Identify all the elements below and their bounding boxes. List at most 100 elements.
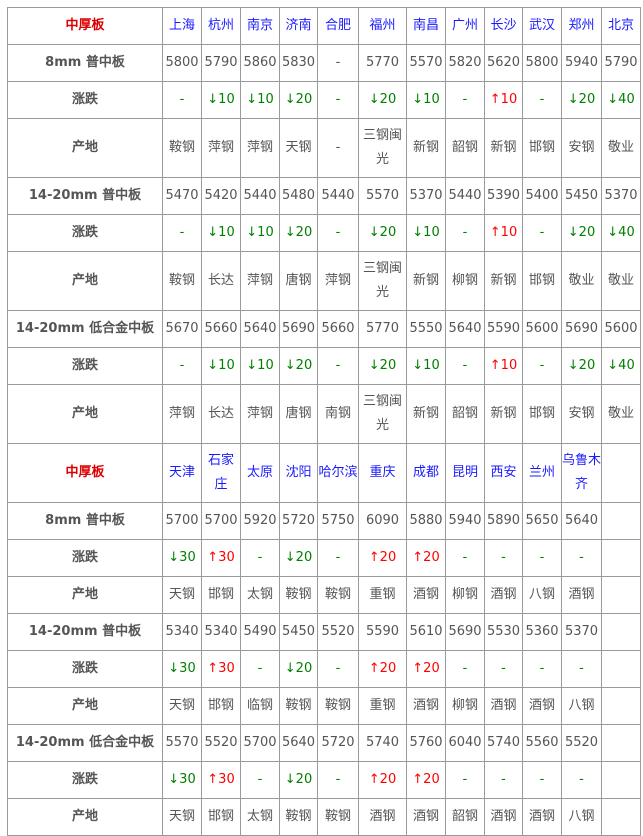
change-cell: ↓20 bbox=[358, 214, 407, 252]
origin-cell: 酒钢 bbox=[522, 798, 562, 836]
origin-cell: 酒钢 bbox=[484, 798, 523, 836]
origin-cell: 韶钢 bbox=[445, 118, 485, 178]
origin-cell: 萍钢 bbox=[162, 384, 202, 444]
change-cell: ↓40 bbox=[601, 214, 641, 252]
change-label: 涨跌 bbox=[7, 761, 163, 799]
price-cell: 5890 bbox=[484, 502, 523, 540]
change-cell: ↓10 bbox=[406, 347, 446, 385]
price-cell: 5440 bbox=[317, 177, 359, 215]
change-label: 涨跌 bbox=[7, 81, 163, 119]
change-cell: ↓20 bbox=[561, 81, 602, 119]
origin-cell: 鞍钢 bbox=[317, 576, 359, 614]
price-cell: 5660 bbox=[317, 310, 359, 348]
origin-row: 产地 天钢 邯钢 太钢 鞍钢 鞍钢 重钢 酒钢 柳钢 酒钢 八钢 酒钢 bbox=[7, 576, 641, 614]
price-cell bbox=[601, 613, 641, 651]
origin-cell: - bbox=[317, 118, 359, 178]
change-cell: - bbox=[317, 214, 359, 252]
city-name: 乌鲁木齐 bbox=[561, 443, 602, 503]
change-cell: ↓30 bbox=[162, 539, 202, 577]
price-cell: 5860 bbox=[240, 44, 280, 82]
origin-cell: 天钢 bbox=[162, 798, 202, 836]
price-cell: 5520 bbox=[317, 613, 359, 651]
change-cell: - bbox=[561, 650, 602, 688]
change-cell: ↑30 bbox=[201, 539, 241, 577]
price-cell: 5740 bbox=[484, 724, 523, 762]
origin-cell: 新钢 bbox=[406, 251, 446, 311]
price-cell: 5590 bbox=[358, 613, 407, 651]
change-cell: - bbox=[240, 761, 280, 799]
origin-cell: 酒钢 bbox=[358, 798, 407, 836]
price-row: 14-20mm 低合金中板 5670 5660 5640 5690 5660 5770 555… bbox=[7, 310, 641, 348]
change-row: 涨跌 ↓30 ↑30- ↓20- ↑20 ↑20- - - - bbox=[7, 650, 641, 688]
origin-cell: 三钢闽光 bbox=[358, 251, 407, 311]
change-cell: - bbox=[445, 214, 485, 252]
origin-cell: 新钢 bbox=[484, 251, 523, 311]
price-cell: 5530 bbox=[484, 613, 523, 651]
origin-cell: 鞍钢 bbox=[162, 118, 202, 178]
product-name: 14-20mm 普中板 bbox=[7, 613, 163, 651]
city-name: 成都 bbox=[406, 443, 446, 503]
city-name: 北京 bbox=[601, 7, 641, 45]
change-cell: ↓20 bbox=[279, 214, 318, 252]
price-cell: 5370 bbox=[406, 177, 446, 215]
origin-cell: 萍钢 bbox=[240, 118, 280, 178]
price-cell: 5800 bbox=[522, 44, 562, 82]
origin-label: 产地 bbox=[7, 384, 163, 444]
price-cell: 5520 bbox=[201, 724, 241, 762]
change-cell: - bbox=[522, 539, 562, 577]
change-row: 涨跌 - ↓10 ↓10 ↓20- ↓20 ↓10- ↑10- ↓20 ↓40 bbox=[7, 347, 641, 385]
origin-cell: 韶钢 bbox=[445, 384, 485, 444]
origin-cell: 八钢 bbox=[561, 687, 602, 725]
price-cell: 5640 bbox=[240, 310, 280, 348]
city-name: 郑州 bbox=[561, 7, 602, 45]
origin-cell: 敬业 bbox=[601, 384, 641, 444]
origin-cell: 新钢 bbox=[484, 384, 523, 444]
price-cell: 5440 bbox=[240, 177, 280, 215]
city-name: 南京 bbox=[240, 7, 280, 45]
city-name: 上海 bbox=[162, 7, 202, 45]
change-cell: ↑10 bbox=[484, 81, 523, 119]
city-name: 长沙 bbox=[484, 7, 523, 45]
product-name: 14-20mm 普中板 bbox=[7, 177, 163, 215]
city-name: 福州 bbox=[358, 7, 407, 45]
price-cell: 5690 bbox=[445, 613, 485, 651]
price-cell: 5940 bbox=[445, 502, 485, 540]
city-name bbox=[601, 443, 641, 503]
price-cell: 5450 bbox=[561, 177, 602, 215]
city-name: 武汉 bbox=[522, 7, 562, 45]
change-label: 涨跌 bbox=[7, 214, 163, 252]
change-cell: ↓30 bbox=[162, 650, 202, 688]
origin-cell: 酒钢 bbox=[406, 687, 446, 725]
price-cell: 5700 bbox=[162, 502, 202, 540]
change-label: 涨跌 bbox=[7, 650, 163, 688]
origin-row: 产地 鞍钢 萍钢 萍钢 天钢 - 三钢闽光 新钢 韶钢 新钢 邯钢 安钢 敬业 bbox=[7, 118, 641, 178]
price-cell: 5660 bbox=[201, 310, 241, 348]
city-name: 杭州 bbox=[201, 7, 241, 45]
price-cell: 5360 bbox=[522, 613, 562, 651]
price-cell: 5830 bbox=[279, 44, 318, 82]
price-cell: 5770 bbox=[358, 310, 407, 348]
origin-cell: 长达 bbox=[201, 384, 241, 444]
change-cell: ↓10 bbox=[406, 214, 446, 252]
origin-row: 产地 天钢 邯钢 临钢 鞍钢 鞍钢 重钢 酒钢 柳钢 酒钢 酒钢 八钢 bbox=[7, 687, 641, 725]
price-cell: 5740 bbox=[358, 724, 407, 762]
origin-label: 产地 bbox=[7, 118, 163, 178]
city-name: 重庆 bbox=[358, 443, 407, 503]
price-row: 14-20mm 低合金中板 5570 5520 5700 5640 5720 5740 576… bbox=[7, 724, 641, 762]
origin-cell: 邯钢 bbox=[201, 687, 241, 725]
price-cell: 5570 bbox=[162, 724, 202, 762]
origin-cell bbox=[601, 576, 641, 614]
origin-cell: 天钢 bbox=[279, 118, 318, 178]
change-cell: ↑20 bbox=[358, 539, 407, 577]
origin-cell: 太钢 bbox=[240, 798, 280, 836]
change-cell: - bbox=[484, 539, 523, 577]
origin-cell: 鞍钢 bbox=[279, 798, 318, 836]
change-cell: ↑20 bbox=[406, 650, 446, 688]
origin-cell: 鞍钢 bbox=[279, 576, 318, 614]
origin-cell: 敬业 bbox=[601, 251, 641, 311]
city-name: 南昌 bbox=[406, 7, 446, 45]
price-cell: 5590 bbox=[484, 310, 523, 348]
price-cell: 5600 bbox=[601, 310, 641, 348]
price-cell: 5480 bbox=[279, 177, 318, 215]
origin-cell: 柳钢 bbox=[445, 576, 485, 614]
